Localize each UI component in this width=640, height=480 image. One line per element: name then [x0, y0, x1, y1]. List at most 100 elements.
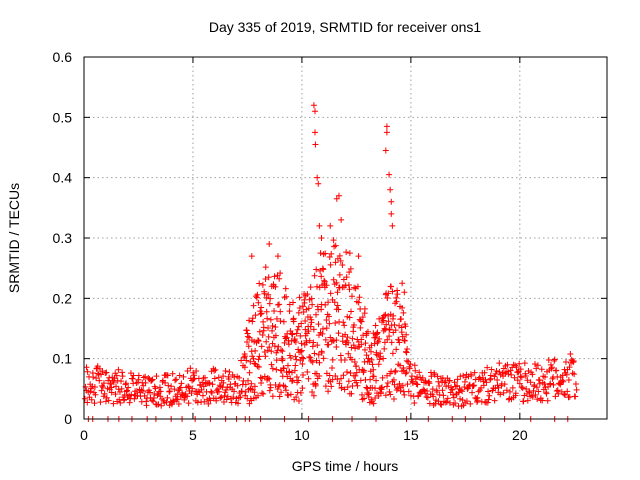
data-point [465, 385, 472, 392]
data-point [201, 374, 208, 381]
data-point [332, 372, 339, 379]
data-point [358, 318, 365, 325]
data-point [499, 369, 506, 376]
data-point [299, 385, 306, 392]
x-tick-label: 0 [80, 427, 88, 443]
data-point [341, 386, 348, 393]
data-point [261, 290, 268, 297]
data-point [277, 318, 284, 325]
data-point [434, 373, 441, 380]
data-point [513, 364, 520, 371]
data-point [571, 371, 578, 378]
data-point [367, 348, 374, 355]
data-point [267, 295, 274, 302]
data-point [435, 378, 442, 385]
data-point [343, 274, 350, 281]
data-point [271, 308, 278, 315]
data-point [339, 262, 346, 269]
data-point [345, 350, 352, 357]
data-point [81, 395, 88, 402]
data-point [541, 374, 548, 381]
data-point [399, 382, 406, 389]
data-point [509, 384, 516, 391]
data-point [573, 386, 580, 393]
data-point [327, 290, 334, 297]
data-point [165, 382, 172, 389]
data-point [242, 353, 249, 360]
data-point [256, 328, 263, 335]
data-point [318, 235, 325, 241]
data-point [272, 283, 279, 290]
data-point [97, 399, 104, 406]
data-point [100, 380, 107, 387]
data-point [318, 349, 325, 356]
data-point [260, 324, 267, 331]
data-point [293, 356, 300, 363]
data-point [116, 388, 123, 395]
data-point [259, 281, 266, 288]
data-point [505, 396, 512, 403]
data-point [349, 383, 356, 390]
data-point [260, 390, 267, 397]
data-point [478, 384, 485, 391]
data-point [561, 392, 568, 399]
data-point [535, 388, 542, 395]
data-point [148, 377, 155, 384]
data-point [287, 391, 294, 398]
data-point [554, 387, 561, 394]
data-point [176, 372, 183, 379]
data-point [355, 299, 362, 306]
data-point [110, 400, 117, 407]
data-point [149, 376, 156, 383]
data-point [244, 333, 251, 340]
data-point [164, 394, 171, 401]
data-point [375, 361, 382, 368]
data-point [351, 321, 358, 328]
data-points [81, 102, 580, 422]
data-point [224, 384, 231, 391]
data-point [344, 334, 351, 341]
data-point [292, 353, 299, 360]
data-point [358, 341, 365, 348]
data-point [415, 392, 422, 399]
data-point [389, 350, 396, 357]
data-point [432, 397, 439, 404]
data-point [261, 373, 268, 380]
data-point [321, 277, 328, 284]
data-point [205, 400, 212, 407]
data-point [362, 340, 369, 347]
data-point [281, 339, 288, 346]
data-point [386, 388, 393, 395]
data-point [407, 361, 414, 368]
data-point [508, 371, 515, 378]
data-point [530, 387, 537, 394]
data-point [276, 393, 283, 400]
data-point [388, 283, 395, 290]
data-point [372, 322, 379, 329]
data-point [448, 386, 455, 393]
data-point [145, 375, 152, 382]
data-point [122, 381, 129, 388]
data-point [185, 383, 192, 390]
data-point [487, 376, 494, 383]
data-point [383, 123, 390, 130]
data-point [320, 251, 327, 258]
data-point [444, 395, 451, 402]
data-point [334, 302, 341, 309]
data-point [541, 380, 548, 387]
data-point [297, 348, 304, 355]
data-point [344, 384, 351, 391]
data-point [382, 147, 389, 154]
data-point [396, 380, 403, 387]
data-point [310, 326, 317, 333]
data-point [175, 401, 182, 408]
data-point [563, 371, 570, 378]
data-point [281, 294, 288, 301]
data-point [326, 253, 333, 260]
data-point [381, 325, 388, 332]
data-point [569, 370, 576, 377]
data-point [218, 394, 225, 401]
data-point [262, 264, 269, 271]
data-point [520, 398, 527, 405]
data-point [315, 321, 322, 328]
